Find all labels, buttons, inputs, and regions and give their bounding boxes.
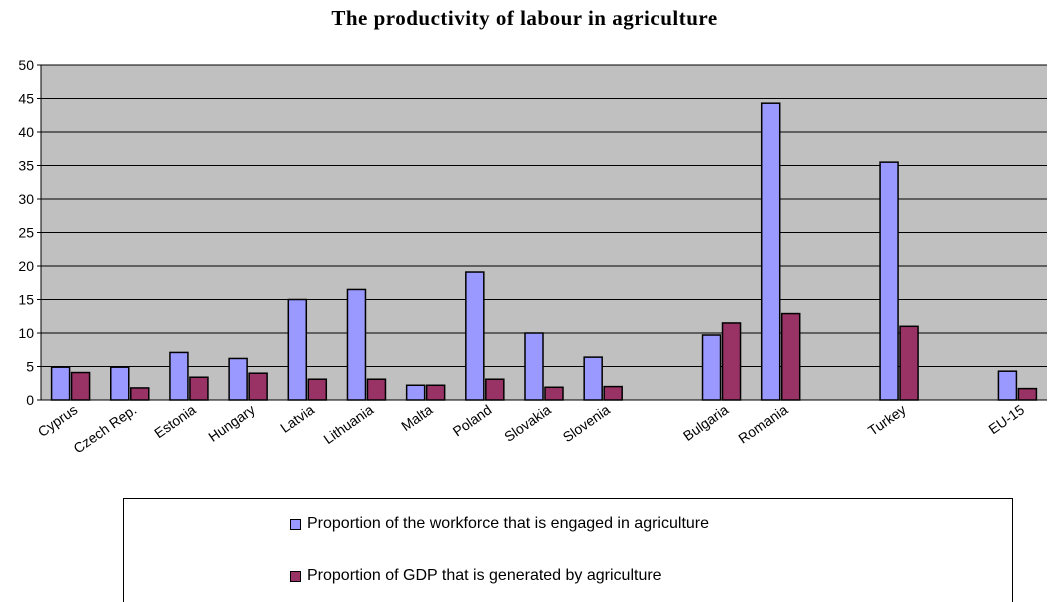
legend-entry-gdp: Proportion of GDP that is generated by a… xyxy=(290,567,662,585)
bar-workforce xyxy=(405,384,426,401)
bar-workforce xyxy=(465,271,485,401)
legend: Proportion of the workforce that is enga… xyxy=(123,498,1013,602)
x-tick-label: Bulgaria xyxy=(680,401,731,444)
bar-workforce xyxy=(50,366,71,401)
x-tick-label: Cyprus xyxy=(35,401,81,440)
bar-workforce xyxy=(228,357,248,401)
bar-gdp xyxy=(603,385,623,401)
x-tick-label: Estonia xyxy=(151,401,199,441)
bar-gdp xyxy=(780,312,801,401)
bar-workforce xyxy=(760,102,781,401)
x-tick-label: Latvia xyxy=(277,401,317,436)
y-tick-label: 0 xyxy=(26,392,34,408)
legend-label-gdp: Proportion of GDP that is generated by a… xyxy=(307,567,662,584)
x-tick-label: Czech Rep. xyxy=(70,401,139,456)
chart-title: The productivity of labour in agricultur… xyxy=(331,6,718,30)
bar-gdp xyxy=(189,376,209,401)
x-tick-label: Poland xyxy=(450,401,495,439)
bar-workforce xyxy=(287,298,308,401)
y-tick-label: 40 xyxy=(18,124,34,140)
y-tick-label: 5 xyxy=(26,359,34,375)
bar-workforce xyxy=(524,332,544,401)
x-tick-label: Slovenia xyxy=(560,401,613,445)
bar-workforce xyxy=(997,370,1018,401)
bar-gdp xyxy=(425,384,446,401)
bar-gdp xyxy=(366,378,387,401)
bar-gdp xyxy=(248,372,268,401)
bar-gdp xyxy=(70,371,91,401)
y-tick-label: 20 xyxy=(18,258,34,274)
y-tick-label: 10 xyxy=(18,325,34,341)
y-tick-label: 35 xyxy=(18,158,34,174)
legend-swatch-workforce xyxy=(290,518,301,530)
bar-gdp xyxy=(130,387,150,401)
bar-gdp xyxy=(544,386,564,401)
legend-swatch-gdp xyxy=(290,570,301,582)
legend-label-workforce: Proportion of the workforce that is enga… xyxy=(307,515,710,532)
y-tick-label: 30 xyxy=(18,191,34,207)
legend-entry-workforce: Proportion of the workforce that is enga… xyxy=(290,515,709,533)
bar-workforce xyxy=(879,161,899,401)
bar-gdp xyxy=(485,378,505,401)
bar-workforce xyxy=(701,334,722,401)
bar-workforce xyxy=(346,288,367,401)
x-tick-label: Turkey xyxy=(865,401,909,438)
y-tick-label: 15 xyxy=(18,292,34,308)
x-tick-label: Romania xyxy=(735,401,790,446)
x-tick-label: Malta xyxy=(398,401,435,434)
bar-gdp xyxy=(1017,387,1038,401)
bar-gdp xyxy=(307,378,328,401)
x-tick-label: Hungary xyxy=(205,401,258,444)
y-tick-label: 25 xyxy=(18,225,34,241)
bar-workforce xyxy=(583,356,603,401)
bar-gdp xyxy=(721,322,742,401)
y-tick-label: 45 xyxy=(18,91,34,107)
x-tick-label: Slovakia xyxy=(501,401,554,445)
bar-workforce xyxy=(169,351,189,401)
x-tick-label: Lithuania xyxy=(320,401,376,447)
x-tick-label: EU-15 xyxy=(985,401,1027,437)
y-tick-label: 50 xyxy=(18,57,34,73)
bar-workforce xyxy=(110,366,130,401)
bar-gdp xyxy=(899,325,919,401)
